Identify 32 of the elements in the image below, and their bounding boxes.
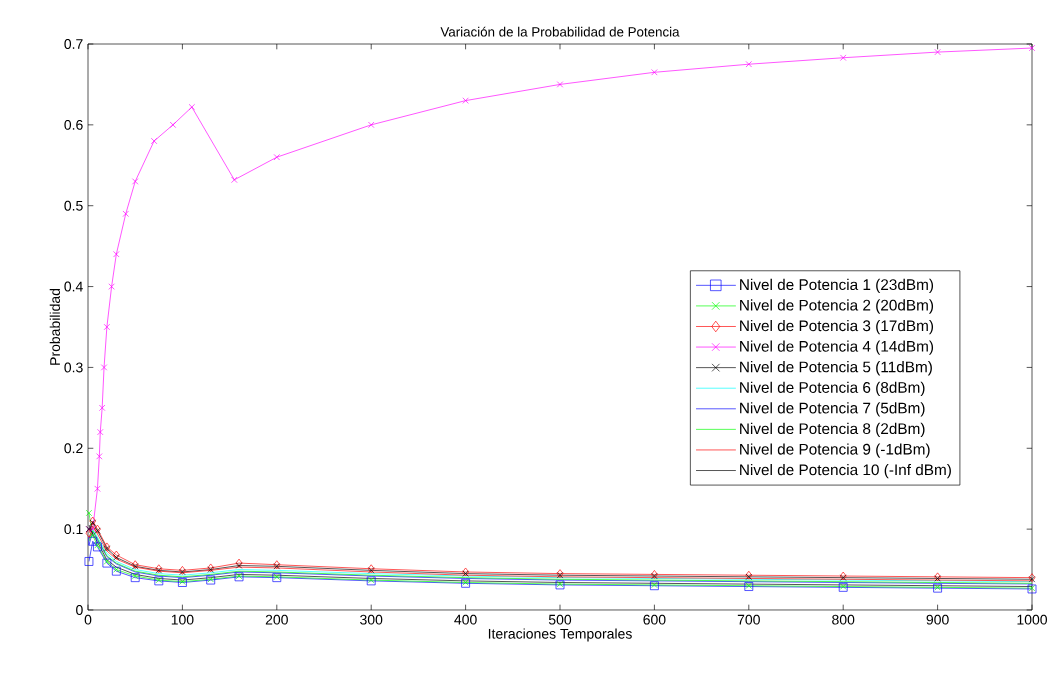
x-tick-label: 700 [737, 614, 760, 625]
x-tick-label: 900 [926, 614, 949, 625]
y-tick-label: 0.4 [64, 281, 83, 292]
legend-label: Nivel de Potencia 2 (20dBm) [740, 299, 934, 314]
legend-label: Nivel de Potencia 9 (-1dBm) [740, 443, 930, 458]
legend-label: Nivel de Potencia 4 (14dBm) [740, 340, 934, 355]
legend-label: Nivel de Potencia 10 (-Inf dBm) [740, 463, 951, 479]
y-tick-label: 0 [76, 605, 83, 615]
x-tick-label: 600 [643, 614, 666, 625]
y-tick-label: 0.2 [64, 443, 83, 454]
y-tick-label: 0.7 [64, 39, 83, 49]
legend-label: Nivel de Potencia 8 (2dBm) [740, 422, 925, 438]
legend-label: Nivel de Potencia 7 (5dBm) [740, 402, 925, 417]
x-tick-label: 0 [84, 614, 92, 625]
x-tick-label: 800 [832, 614, 855, 625]
y-axis-title: Probabilidad [49, 289, 61, 365]
x-tick-label: 300 [360, 614, 383, 625]
legend-label: Nivel de Potencia 1 (23dBm) [740, 278, 934, 294]
x-tick-label: 1000 [1017, 614, 1048, 625]
y-tick-label: 0.6 [64, 119, 83, 130]
x-tick-label: 100 [171, 614, 194, 625]
chart-title: Variación de la Probabilidad de Potencia [440, 26, 680, 37]
x-tick-label: 500 [548, 614, 572, 625]
legend-label: Nivel de Potencia 3 (17dBm) [740, 319, 934, 335]
x-tick-label: 200 [265, 614, 288, 625]
legend-label: Nivel de Potencia 6 (8dBm) [740, 381, 925, 396]
x-axis-title: Iteraciones Temporales [488, 628, 632, 642]
y-tick-label: 0.5 [64, 200, 83, 211]
legend-label: Nivel de Potencia 5 (11dBm) [740, 361, 932, 376]
y-tick-label: 0.3 [64, 362, 83, 373]
x-tick-label: 400 [454, 614, 477, 625]
y-tick-label: 0.1 [64, 524, 83, 535]
